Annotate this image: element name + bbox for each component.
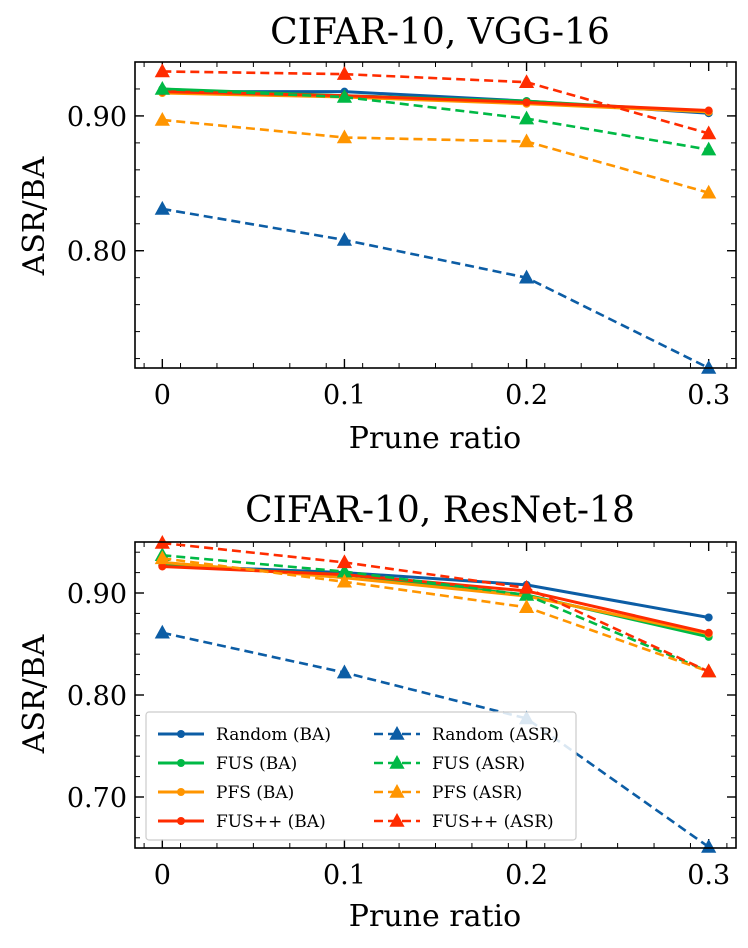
series-line-fus-ba [162, 563, 710, 639]
legend-label-fusplusplus-asr: FUS++ (ASR) [432, 812, 554, 832]
point-random-asr [701, 838, 717, 853]
x-tick-label: 0.2 [505, 860, 548, 891]
y-tick-label: 0.70 [67, 783, 127, 814]
point-fusplusplus-asr [701, 125, 717, 140]
point-fusplusplus-asr [701, 663, 717, 678]
point-fusplusplus-ba [158, 562, 167, 571]
point-random-asr [336, 664, 353, 679]
x-tick-label: 0.1 [323, 860, 366, 891]
point-fusplusplus-asr [518, 74, 535, 88]
series-line-pfs-asr [162, 557, 710, 673]
series-line-pfs-asr [162, 118, 710, 195]
point-pfs-asr [518, 599, 535, 614]
legend-marker-fusplusplus-asr [389, 813, 405, 827]
axis-ticks: 0 0.1 0.2 0.3 0.80 0.90 [67, 62, 736, 411]
chart-title: CIFAR-10, ResNet-18 [245, 490, 635, 531]
point-fus-asr [154, 80, 170, 95]
point-fusplusplus-asr [336, 554, 353, 569]
x-axis-label: Prune ratio [349, 421, 521, 456]
y-axis-label: ASR/BA [17, 156, 52, 276]
series-layer [154, 63, 717, 374]
axis-ticks: 0 0.1 0.2 0.3 0.70 0.80 0.90 [67, 542, 736, 891]
y-tick-label: 0.90 [67, 579, 127, 610]
legend-marker-fus-ba [177, 759, 185, 767]
series-line-random-asr [162, 631, 710, 849]
point-pfs-asr [154, 550, 170, 565]
point-random-asr [518, 269, 535, 284]
y-tick-label: 0.80 [67, 237, 127, 268]
point-fusplusplus-asr [154, 63, 170, 78]
legend-label-pfs-ba: PFS (BA) [216, 783, 294, 803]
x-axis-label: Prune ratio [349, 899, 521, 934]
y-tick-label: 0.90 [67, 102, 127, 133]
plot-frame [134, 541, 737, 849]
series-line-fusplusplus-asr [162, 541, 710, 673]
legend: Random (BA) FUS (BA) PFS (BA) FUS++ (BA) Ran… [145, 711, 577, 841]
legend-label-random-asr: Random (ASR) [432, 725, 559, 745]
point-fusplusplus-asr [336, 66, 353, 80]
legend-marker-random-asr [389, 726, 405, 740]
point-pfs-asr [701, 184, 717, 199]
point-fusplusplus-ba [704, 628, 713, 637]
legend-label-pfs-asr: PFS (ASR) [432, 783, 522, 803]
legend-marker-pfs-ba [177, 788, 185, 796]
legend-label-random-ba: Random (BA) [216, 725, 331, 745]
point-fus-asr [336, 563, 353, 578]
legend-label-fus-asr: FUS (ASR) [432, 754, 525, 774]
x-tick-label: 0.2 [505, 380, 548, 411]
point-random-asr [701, 360, 717, 374]
point-random-asr [336, 231, 353, 246]
series-line-fusplusplus-asr [162, 70, 710, 135]
point-fus-asr [701, 141, 717, 156]
series-line-fus-asr [162, 87, 709, 151]
x-tick-label: 0 [154, 380, 171, 411]
x-tick-label: 0 [154, 860, 171, 891]
x-tick-label: 0.3 [687, 860, 730, 891]
point-random-asr [154, 624, 170, 639]
point-pfs-asr [336, 129, 353, 144]
point-random-asr [154, 200, 170, 215]
plot-frame [134, 61, 737, 369]
point-fus-asr [336, 89, 353, 103]
series-line-fus-asr [162, 553, 710, 673]
point-pfs-asr [154, 111, 170, 126]
legend-marker-pfs-asr [389, 784, 405, 798]
series-line-random-asr [162, 207, 710, 370]
y-axis-label: ASR/BA [17, 634, 52, 754]
point-random-ba [704, 613, 713, 622]
x-tick-label: 0.1 [323, 380, 366, 411]
chart-vgg16: CIFAR-10, VGG-16 ASR/BA Prune ratio 0 0.1… [17, 12, 737, 456]
point-fusplusplus-ba [522, 98, 531, 107]
point-pfs-asr [336, 573, 353, 588]
chart-resnet18: CIFAR-10, ResNet-18 ASR/BA Prune ratio 0… [17, 490, 737, 934]
series-line-random-ba [162, 563, 709, 619]
y-tick-label: 0.80 [67, 681, 127, 712]
legend-label-fus-ba: FUS (BA) [216, 754, 297, 774]
x-tick-label: 0.3 [687, 380, 730, 411]
point-fus-asr [518, 587, 535, 601]
series-layer [154, 535, 717, 853]
chart-title: CIFAR-10, VGG-16 [270, 12, 610, 53]
series-line-fusplusplus-ba [162, 564, 710, 635]
point-pfs-asr [518, 133, 535, 148]
series-line-pfs-ba [162, 560, 709, 636]
point-fus-asr [518, 110, 535, 125]
point-fusplusplus-ba [704, 106, 713, 115]
point-fusplusplus-asr [518, 579, 535, 594]
legend-marker-random-ba [177, 730, 185, 738]
legend-label-fusplusplus-ba: FUS++ (BA) [216, 812, 326, 832]
legend-marker-fusplusplus-ba [177, 817, 185, 825]
legend-marker-fus-asr [389, 755, 405, 769]
legend-box [145, 711, 577, 841]
